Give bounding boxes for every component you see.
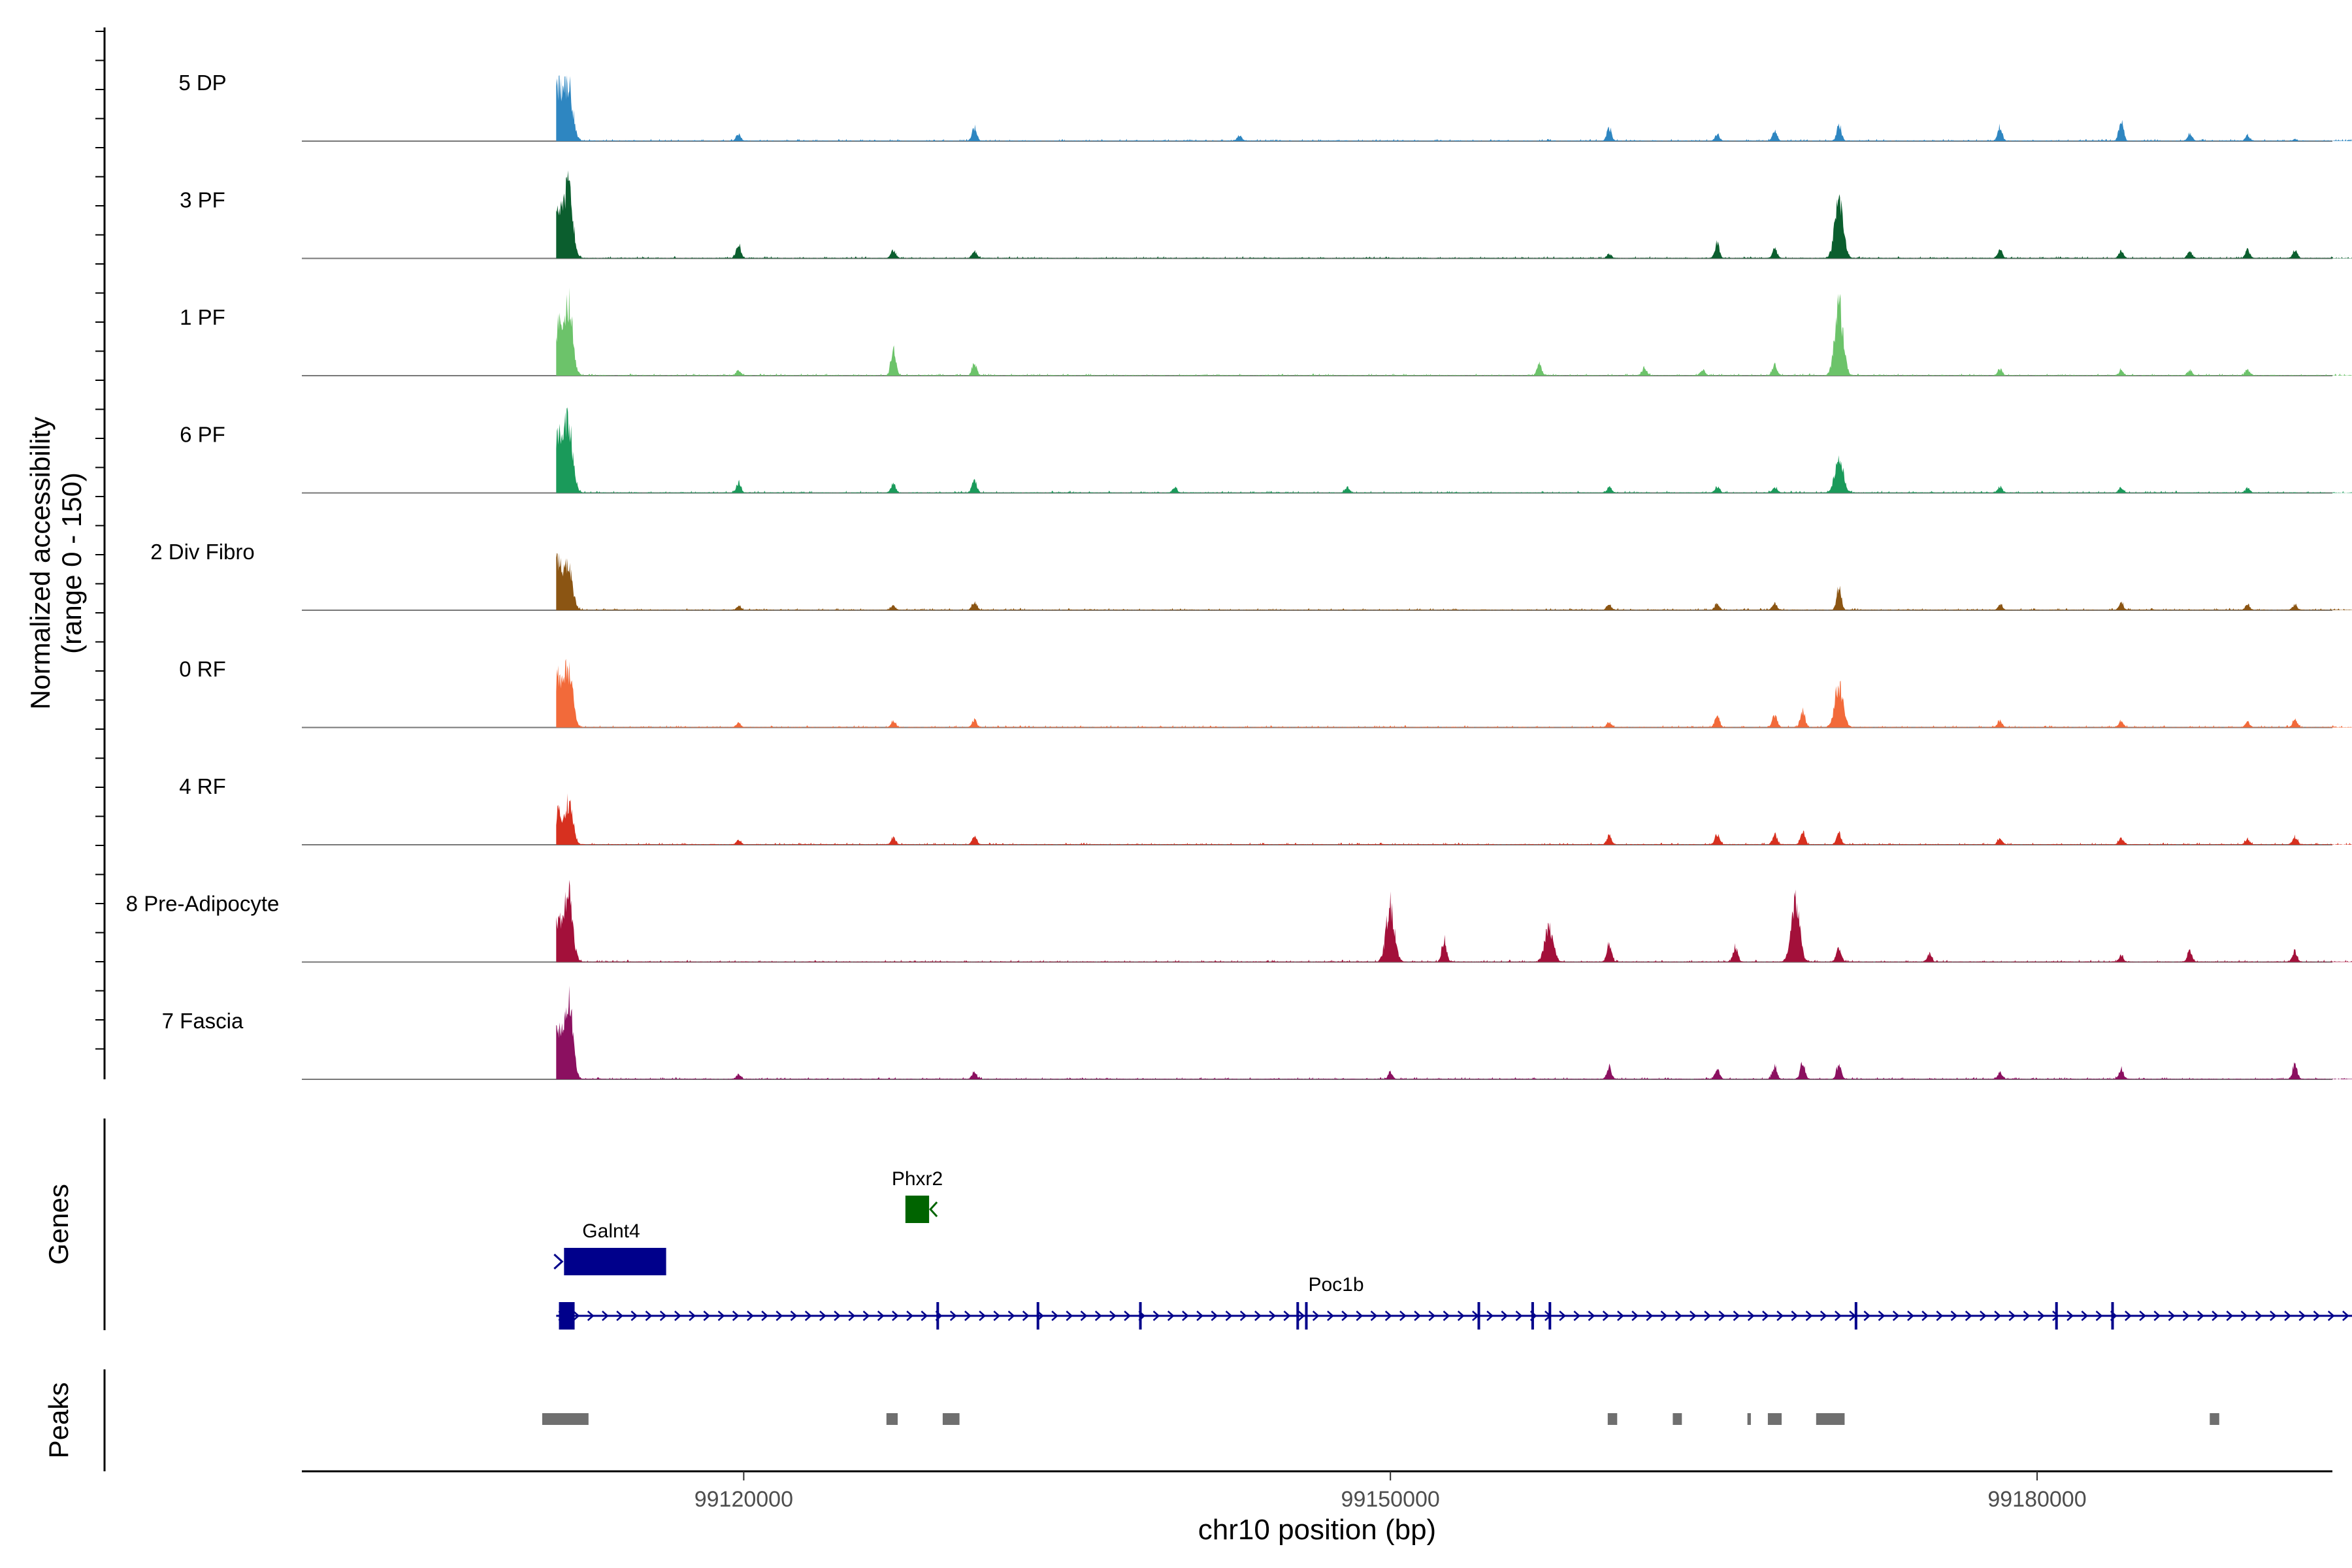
track-label: 6 PF xyxy=(180,423,225,447)
track-4-rf: 4 RF xyxy=(179,774,2352,845)
gene-phxr2-exon xyxy=(905,1196,930,1223)
gene-galnt4-exon xyxy=(564,1248,666,1275)
x-axis: 99120000 99150000 99180000 chr10 position … xyxy=(302,1470,2332,1546)
track-label: 5 DP xyxy=(178,71,226,95)
gene-poc1b-label: Poc1b xyxy=(1308,1274,1364,1296)
gene-poc1b-exon xyxy=(1477,1302,1480,1330)
peak-regions xyxy=(542,1413,2219,1425)
gene-models: Galnt4 Phxr2 Poc1b xyxy=(553,1168,2352,1330)
gene-poc1b-exon xyxy=(1139,1302,1142,1330)
peak-region xyxy=(1673,1413,1682,1425)
coverage-area xyxy=(556,170,2352,259)
track-label: 8 Pre-Adipocyte xyxy=(126,892,280,916)
gene-poc1b-exon xyxy=(1548,1302,1552,1330)
x-tick-label: 99120000 xyxy=(694,1487,793,1512)
peak-region xyxy=(886,1413,898,1425)
coverage-area xyxy=(556,659,2352,728)
peak-region xyxy=(2210,1413,2219,1425)
track-label: 7 Fascia xyxy=(162,1009,244,1033)
peak-region xyxy=(542,1413,589,1425)
coverage-axis xyxy=(95,27,106,1079)
coverage-area xyxy=(556,75,2352,141)
track-1-pf: 1 PF xyxy=(180,287,2352,376)
coverage-area xyxy=(556,793,2352,845)
gene-poc1b-exon xyxy=(1854,1302,1857,1330)
gene-galnt4-label: Galnt4 xyxy=(582,1220,640,1242)
peak-region xyxy=(942,1413,960,1425)
coverage-area xyxy=(556,287,2352,376)
track-7-fascia: 7 Fascia xyxy=(162,985,2352,1080)
gene-poc1b-exon xyxy=(1296,1302,1299,1330)
coverage-area xyxy=(556,553,2352,610)
gene-galnt4: Galnt4 xyxy=(553,1220,666,1275)
track-2-div-fibro: 2 Div Fibro xyxy=(150,540,2352,611)
gene-poc1b-exon xyxy=(2055,1302,2058,1330)
x-tick-label: 99150000 xyxy=(1341,1487,1440,1512)
coverage-area xyxy=(556,407,2352,493)
y-axis-title-line2: (range 0 - 150) xyxy=(56,472,87,654)
track-8-pre-adipocyte: 8 Pre-Adipocyte xyxy=(126,879,2352,963)
coverage-tracks: 5 DP 3 PF 1 PF 6 PF 2 Div Fibro 0 RF 4 RF 8 Pre… xyxy=(126,71,2352,1080)
track-label: 1 PF xyxy=(180,305,225,329)
gene-phxr2: Phxr2 xyxy=(892,1168,943,1223)
track-5-dp: 5 DP xyxy=(178,71,2352,142)
gene-poc1b-exon xyxy=(936,1302,939,1330)
track-6-pf: 6 PF xyxy=(180,407,2352,494)
genes-label: Genes xyxy=(43,1184,74,1265)
gene-poc1b-exon xyxy=(1036,1302,1039,1330)
peaks-label: Peaks xyxy=(43,1382,74,1459)
track-3-pf: 3 PF xyxy=(180,170,2352,259)
track-0-rf: 0 RF xyxy=(179,657,2352,728)
gene-poc1b-first-exon xyxy=(559,1302,575,1330)
gene-poc1b-exon xyxy=(1531,1302,1534,1330)
coverage-axis-ticks xyxy=(95,31,105,1050)
y-axis-title-line1: Normalized accessibility xyxy=(25,417,56,710)
gene-poc1b: Poc1b xyxy=(556,1274,2352,1330)
x-tick-label: 99180000 xyxy=(1987,1487,2086,1512)
coverage-area xyxy=(556,879,2352,962)
peak-region xyxy=(1607,1413,1618,1425)
gene-poc1b-exon xyxy=(1305,1302,1308,1330)
peak-region xyxy=(1747,1413,1751,1425)
peak-region xyxy=(1767,1413,1782,1425)
genes-panel: Genes Galnt4 Phxr2 Poc1b xyxy=(43,1119,2352,1330)
gene-phxr2-label: Phxr2 xyxy=(892,1168,943,1190)
coverage-area xyxy=(556,985,2352,1079)
track-label: 3 PF xyxy=(180,188,225,212)
gene-poc1b-exon xyxy=(2111,1302,2114,1330)
track-label: 4 RF xyxy=(179,774,226,798)
gene-phxr2-strand-arrow xyxy=(929,1201,938,1218)
x-axis-title: chr10 position (bp) xyxy=(1198,1514,1436,1546)
x-axis-ticks: 99120000 99150000 99180000 xyxy=(694,1471,2087,1512)
peak-region xyxy=(1816,1413,1845,1425)
track-label: 0 RF xyxy=(179,657,226,681)
peaks-panel: Peaks xyxy=(43,1369,2219,1471)
track-label: 2 Div Fibro xyxy=(150,540,255,564)
gene-galnt4-strand-arrow xyxy=(553,1253,564,1270)
